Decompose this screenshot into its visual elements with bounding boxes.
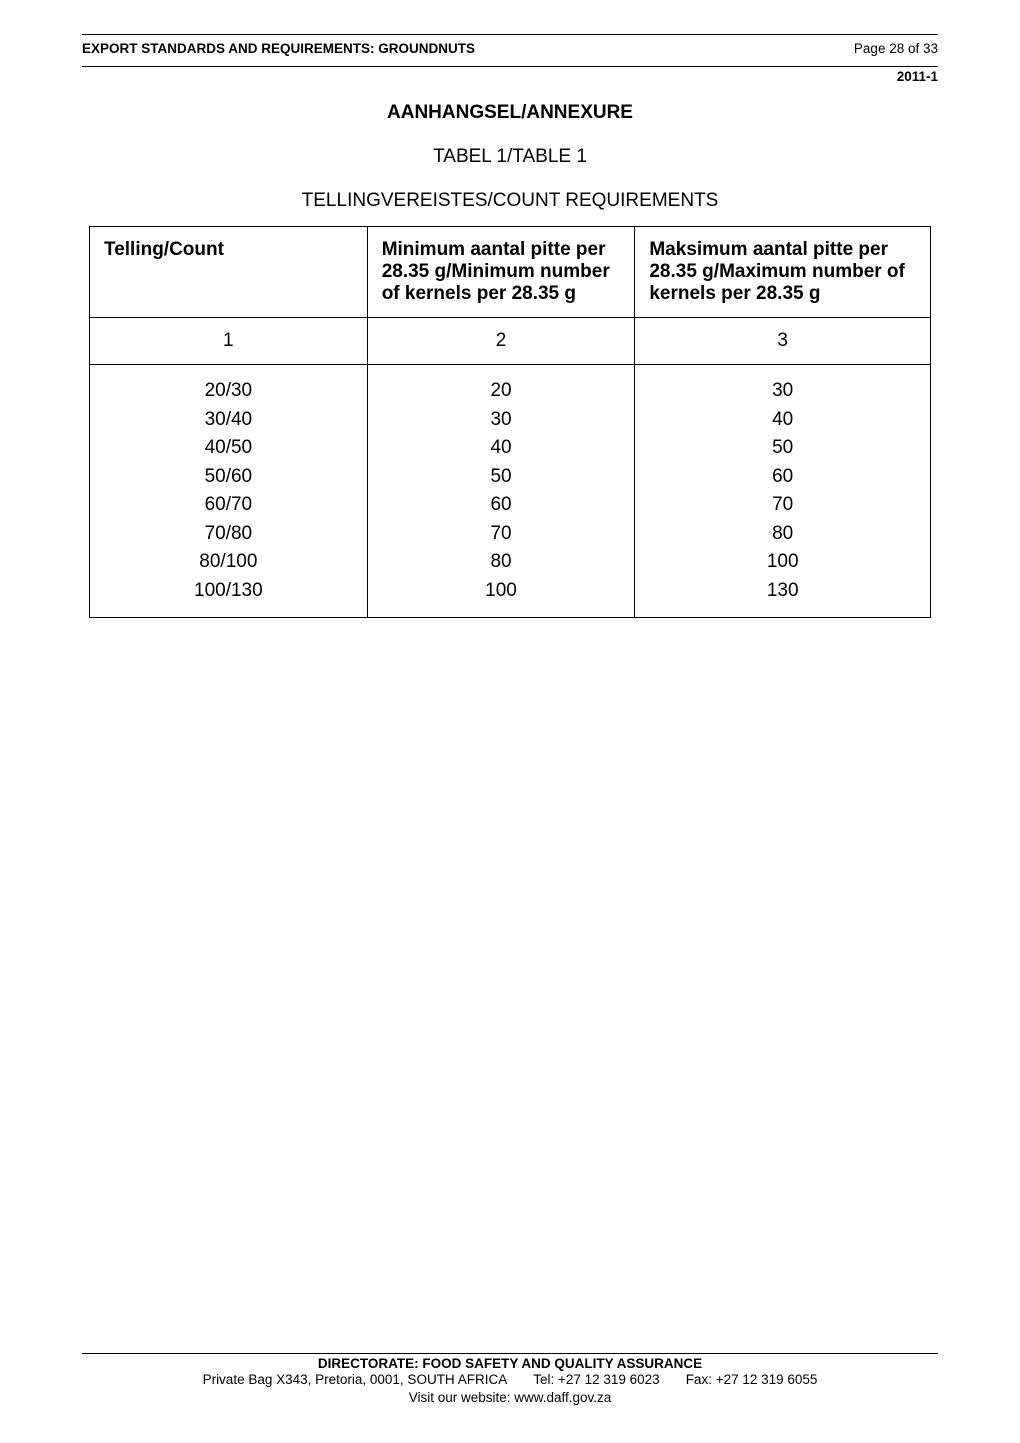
col-header-2: Minimum aantal pitte per 28.35 g/Minimum… — [367, 227, 635, 318]
cell-value: 60 — [382, 491, 621, 520]
col-header-1: Telling/Count — [90, 227, 368, 318]
page-footer: DIRECTORATE: FOOD SAFETY AND QUALITY ASS… — [82, 1353, 938, 1407]
footer-tel: Tel: +27 12 319 6023 — [533, 1371, 659, 1389]
table-caption: TELLINGVEREISTES/COUNT REQUIREMENTS — [82, 190, 938, 212]
cell-value: 70 — [382, 520, 621, 549]
col-header-3: Maksimum aantal pitte per 28.35 g/Maximu… — [635, 227, 931, 318]
max-kernels-cell: 30 40 50 60 70 80 100 130 — [635, 365, 931, 618]
footer-contact: Private Bag X343, Pretoria, 0001, SOUTH … — [82, 1371, 938, 1407]
top-rule — [82, 34, 938, 35]
table-label: TABEL 1/TABLE 1 — [82, 146, 938, 168]
header-page-number: Page 28 of 33 — [854, 41, 938, 56]
cell-value: 100 — [382, 577, 621, 606]
cell-value: 40/50 — [104, 434, 353, 463]
cell-value: 60 — [649, 463, 916, 492]
col-num-3: 3 — [635, 318, 931, 365]
telling-count-cell: 20/30 30/40 40/50 50/60 60/70 70/80 80/1… — [90, 365, 368, 618]
cell-value: 70/80 — [104, 520, 353, 549]
cell-value: 50/60 — [104, 463, 353, 492]
header-title: EXPORT STANDARDS AND REQUIREMENTS: GROUN… — [82, 41, 475, 56]
footer-rule — [82, 1353, 938, 1354]
footer-fax: Fax: +27 12 319 6055 — [686, 1371, 818, 1389]
cell-value: 20 — [382, 377, 621, 406]
revision-label: 2011-1 — [82, 69, 938, 84]
column-number-row: 1 2 3 — [90, 318, 931, 365]
cell-value: 80 — [649, 520, 916, 549]
cell-value: 80 — [382, 548, 621, 577]
cell-value: 100/130 — [104, 577, 353, 606]
footer-website: Visit our website: www.daff.gov.za — [82, 1389, 938, 1407]
cell-value: 50 — [382, 463, 621, 492]
cell-value: 70 — [649, 491, 916, 520]
col-num-1: 1 — [90, 318, 368, 365]
cell-value: 60/70 — [104, 491, 353, 520]
header-under-rule — [82, 66, 938, 67]
cell-value: 30 — [382, 406, 621, 435]
footer-address: Private Bag X343, Pretoria, 0001, SOUTH … — [203, 1371, 508, 1389]
table-header-row: Telling/Count Minimum aantal pitte per 2… — [90, 227, 931, 318]
data-row: 20/30 30/40 40/50 50/60 60/70 70/80 80/1… — [90, 365, 931, 618]
cell-value: 50 — [649, 434, 916, 463]
counts-table: Telling/Count Minimum aantal pitte per 2… — [89, 226, 931, 618]
cell-value: 80/100 — [104, 548, 353, 577]
cell-value: 130 — [649, 577, 916, 606]
cell-value: 100 — [649, 548, 916, 577]
cell-value: 40 — [649, 406, 916, 435]
cell-value: 40 — [382, 434, 621, 463]
cell-value: 20/30 — [104, 377, 353, 406]
cell-value: 30/40 — [104, 406, 353, 435]
page: EXPORT STANDARDS AND REQUIREMENTS: GROUN… — [0, 0, 1020, 1443]
min-kernels-cell: 20 30 40 50 60 70 80 100 — [367, 365, 635, 618]
footer-directorate: DIRECTORATE: FOOD SAFETY AND QUALITY ASS… — [82, 1356, 938, 1371]
header-line: EXPORT STANDARDS AND REQUIREMENTS: GROUN… — [82, 41, 938, 56]
cell-value: 30 — [649, 377, 916, 406]
col-num-2: 2 — [367, 318, 635, 365]
annexure-heading: AANHANGSEL/ANNEXURE — [82, 102, 938, 124]
